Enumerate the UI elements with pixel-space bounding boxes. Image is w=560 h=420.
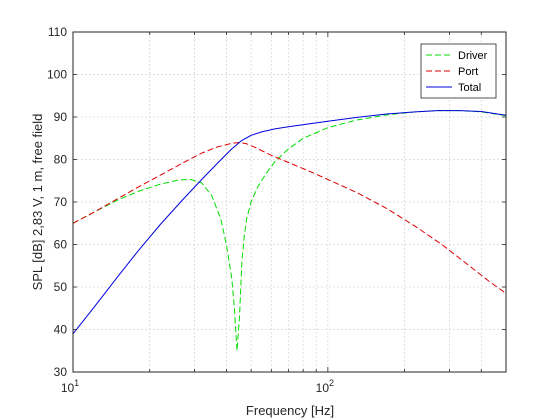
legend-box: [420, 43, 497, 99]
y-tick-label: 80: [54, 153, 68, 167]
y-tick-label: 50: [54, 280, 68, 294]
y-tick-label: 90: [54, 110, 68, 124]
axis-ticks: 30 40 50 60 70 80 90 100 110 101 102: [47, 25, 507, 395]
curves: [72, 110, 507, 352]
legend-label-driver: Driver: [458, 50, 488, 62]
x-tick-label: 101: [61, 378, 79, 395]
y-tick-label: 100: [47, 68, 67, 82]
legend-label-port: Port: [458, 66, 478, 78]
series-line-total: [72, 110, 507, 335]
y-tick-label: 60: [54, 238, 68, 252]
legend-label-total: Total: [458, 82, 481, 94]
x-axis-label: Frequency [Hz]: [246, 403, 334, 418]
y-tick-label: 70: [54, 195, 68, 209]
y-axis-label: SPL [dB] 2,83 V, 1 m, free field: [30, 114, 45, 291]
series-line-port: [72, 142, 507, 294]
series-line-driver: [72, 110, 507, 352]
x-tick-label: 102: [316, 378, 334, 395]
legend: Driver Port Total: [420, 43, 497, 99]
y-tick-label: 110: [48, 25, 67, 39]
y-tick-label: 30: [54, 365, 68, 379]
y-tick-label: 40: [54, 323, 68, 337]
